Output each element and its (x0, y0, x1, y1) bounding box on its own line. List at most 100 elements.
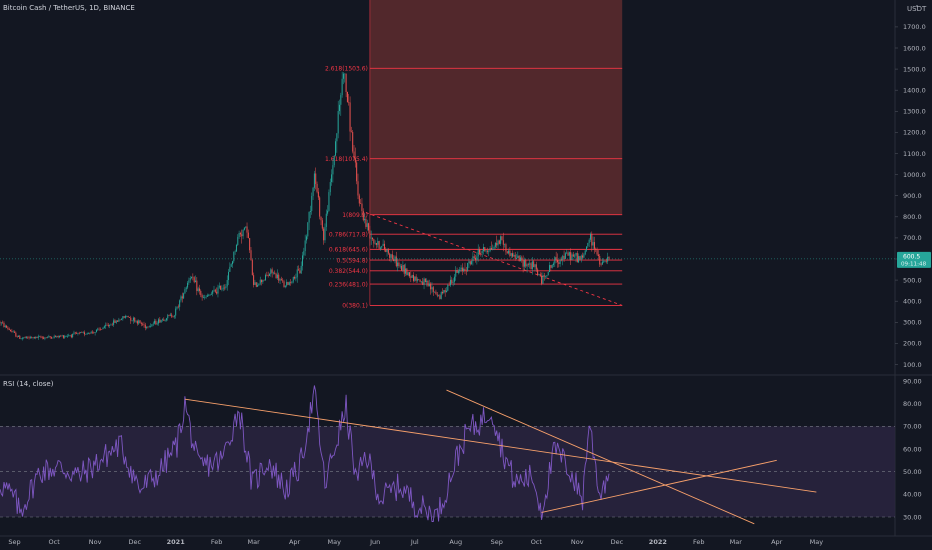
price-tag-box (897, 251, 931, 268)
candle-body (173, 315, 175, 317)
candle-body (309, 210, 311, 212)
time-tick-label: Feb (693, 538, 705, 546)
candle-body (411, 275, 413, 278)
candle-body (366, 223, 368, 227)
candle-body (427, 280, 429, 287)
candle-body (541, 276, 543, 284)
candle-body (237, 237, 239, 245)
candle-body (407, 272, 409, 276)
fib-level-label: 1(809.9) (342, 212, 368, 219)
candle-body (35, 336, 37, 339)
candle-body (468, 261, 470, 263)
rsi-tick-label: 70.00 (903, 423, 922, 431)
candle-body (546, 275, 548, 277)
candle-body (64, 336, 66, 338)
candle-body (348, 101, 350, 103)
candle-body (132, 317, 134, 321)
candle-body (167, 315, 169, 319)
candle-body (582, 255, 584, 258)
candle-body (447, 284, 449, 291)
candle-body (56, 336, 58, 337)
candle-body (33, 337, 35, 339)
candle-body (98, 328, 100, 330)
candle-body (200, 290, 202, 296)
candle-body (39, 336, 41, 337)
candle-body (241, 234, 243, 237)
candle-body (60, 335, 62, 337)
candle-body (390, 254, 392, 258)
candle-body (290, 282, 292, 283)
candle-body (505, 244, 507, 252)
candle-body (328, 192, 330, 211)
candle-body (188, 280, 190, 283)
candle-body (111, 324, 113, 326)
candle-body (110, 324, 112, 326)
candle-body (455, 270, 457, 277)
candle-body (245, 226, 247, 228)
candle-body (346, 91, 348, 102)
candle-body (222, 287, 224, 289)
candle-body (69, 335, 71, 336)
candle-body (11, 331, 13, 332)
candle-body (230, 264, 232, 267)
candle-body (155, 320, 157, 325)
candle-body (608, 257, 610, 259)
candle-body (477, 249, 479, 257)
fib-level-label: 0.236(481.0) (329, 281, 368, 288)
candle-body (48, 336, 50, 338)
candle-body (493, 246, 495, 249)
candle-body (274, 272, 276, 274)
candle-body (89, 332, 91, 334)
candle-body (31, 337, 33, 338)
candle-body (480, 252, 482, 254)
price-tick-label: 200.0 (903, 340, 922, 348)
candle-body (76, 332, 78, 334)
candle-body (146, 326, 148, 328)
candle-body (117, 320, 119, 322)
candle-body (342, 73, 344, 79)
candle-body (386, 249, 388, 252)
price-tick-label: 1300.0 (903, 108, 926, 116)
time-tick-label: Sep (491, 538, 503, 546)
candle-body (249, 238, 251, 251)
candle-body (255, 282, 257, 287)
candle-body (160, 320, 162, 323)
candle-body (448, 284, 450, 286)
candle-body (430, 283, 432, 290)
price-tick-label: 1200.0 (903, 129, 926, 137)
candle-body (445, 290, 447, 293)
candle-body (375, 243, 377, 245)
candle-body (488, 251, 490, 252)
time-tick-label: Apr (771, 538, 783, 546)
candle-body (52, 337, 54, 339)
candle-body (118, 319, 120, 322)
candle-body (183, 293, 185, 299)
candle-body (226, 280, 228, 287)
candle-body (10, 329, 12, 332)
candle-body (542, 275, 544, 284)
candle-body (603, 261, 605, 263)
candle-body (327, 210, 329, 214)
candle-body (0, 322, 2, 324)
candle-body (184, 289, 186, 294)
candle-body (23, 337, 25, 339)
candle-body (37, 336, 39, 338)
candle-body (586, 246, 588, 251)
time-tick-label: 2021 (167, 538, 186, 546)
rsi-title: RSI (14, close) (3, 380, 54, 388)
candle-body (545, 276, 547, 277)
candle-body (81, 332, 83, 333)
candle-body (583, 254, 585, 258)
price-tick-label: 300.0 (903, 319, 922, 327)
candle-body (575, 252, 577, 256)
candle-body (498, 240, 500, 244)
rsi-line (0, 385, 610, 522)
candle-body (473, 256, 475, 258)
candle-body (522, 260, 524, 267)
candle-body (325, 213, 327, 227)
currency-label: USDT (907, 5, 927, 13)
candle-body (0, 322, 1, 324)
candle-body (44, 337, 46, 339)
time-tick-label: Sep (8, 538, 20, 546)
